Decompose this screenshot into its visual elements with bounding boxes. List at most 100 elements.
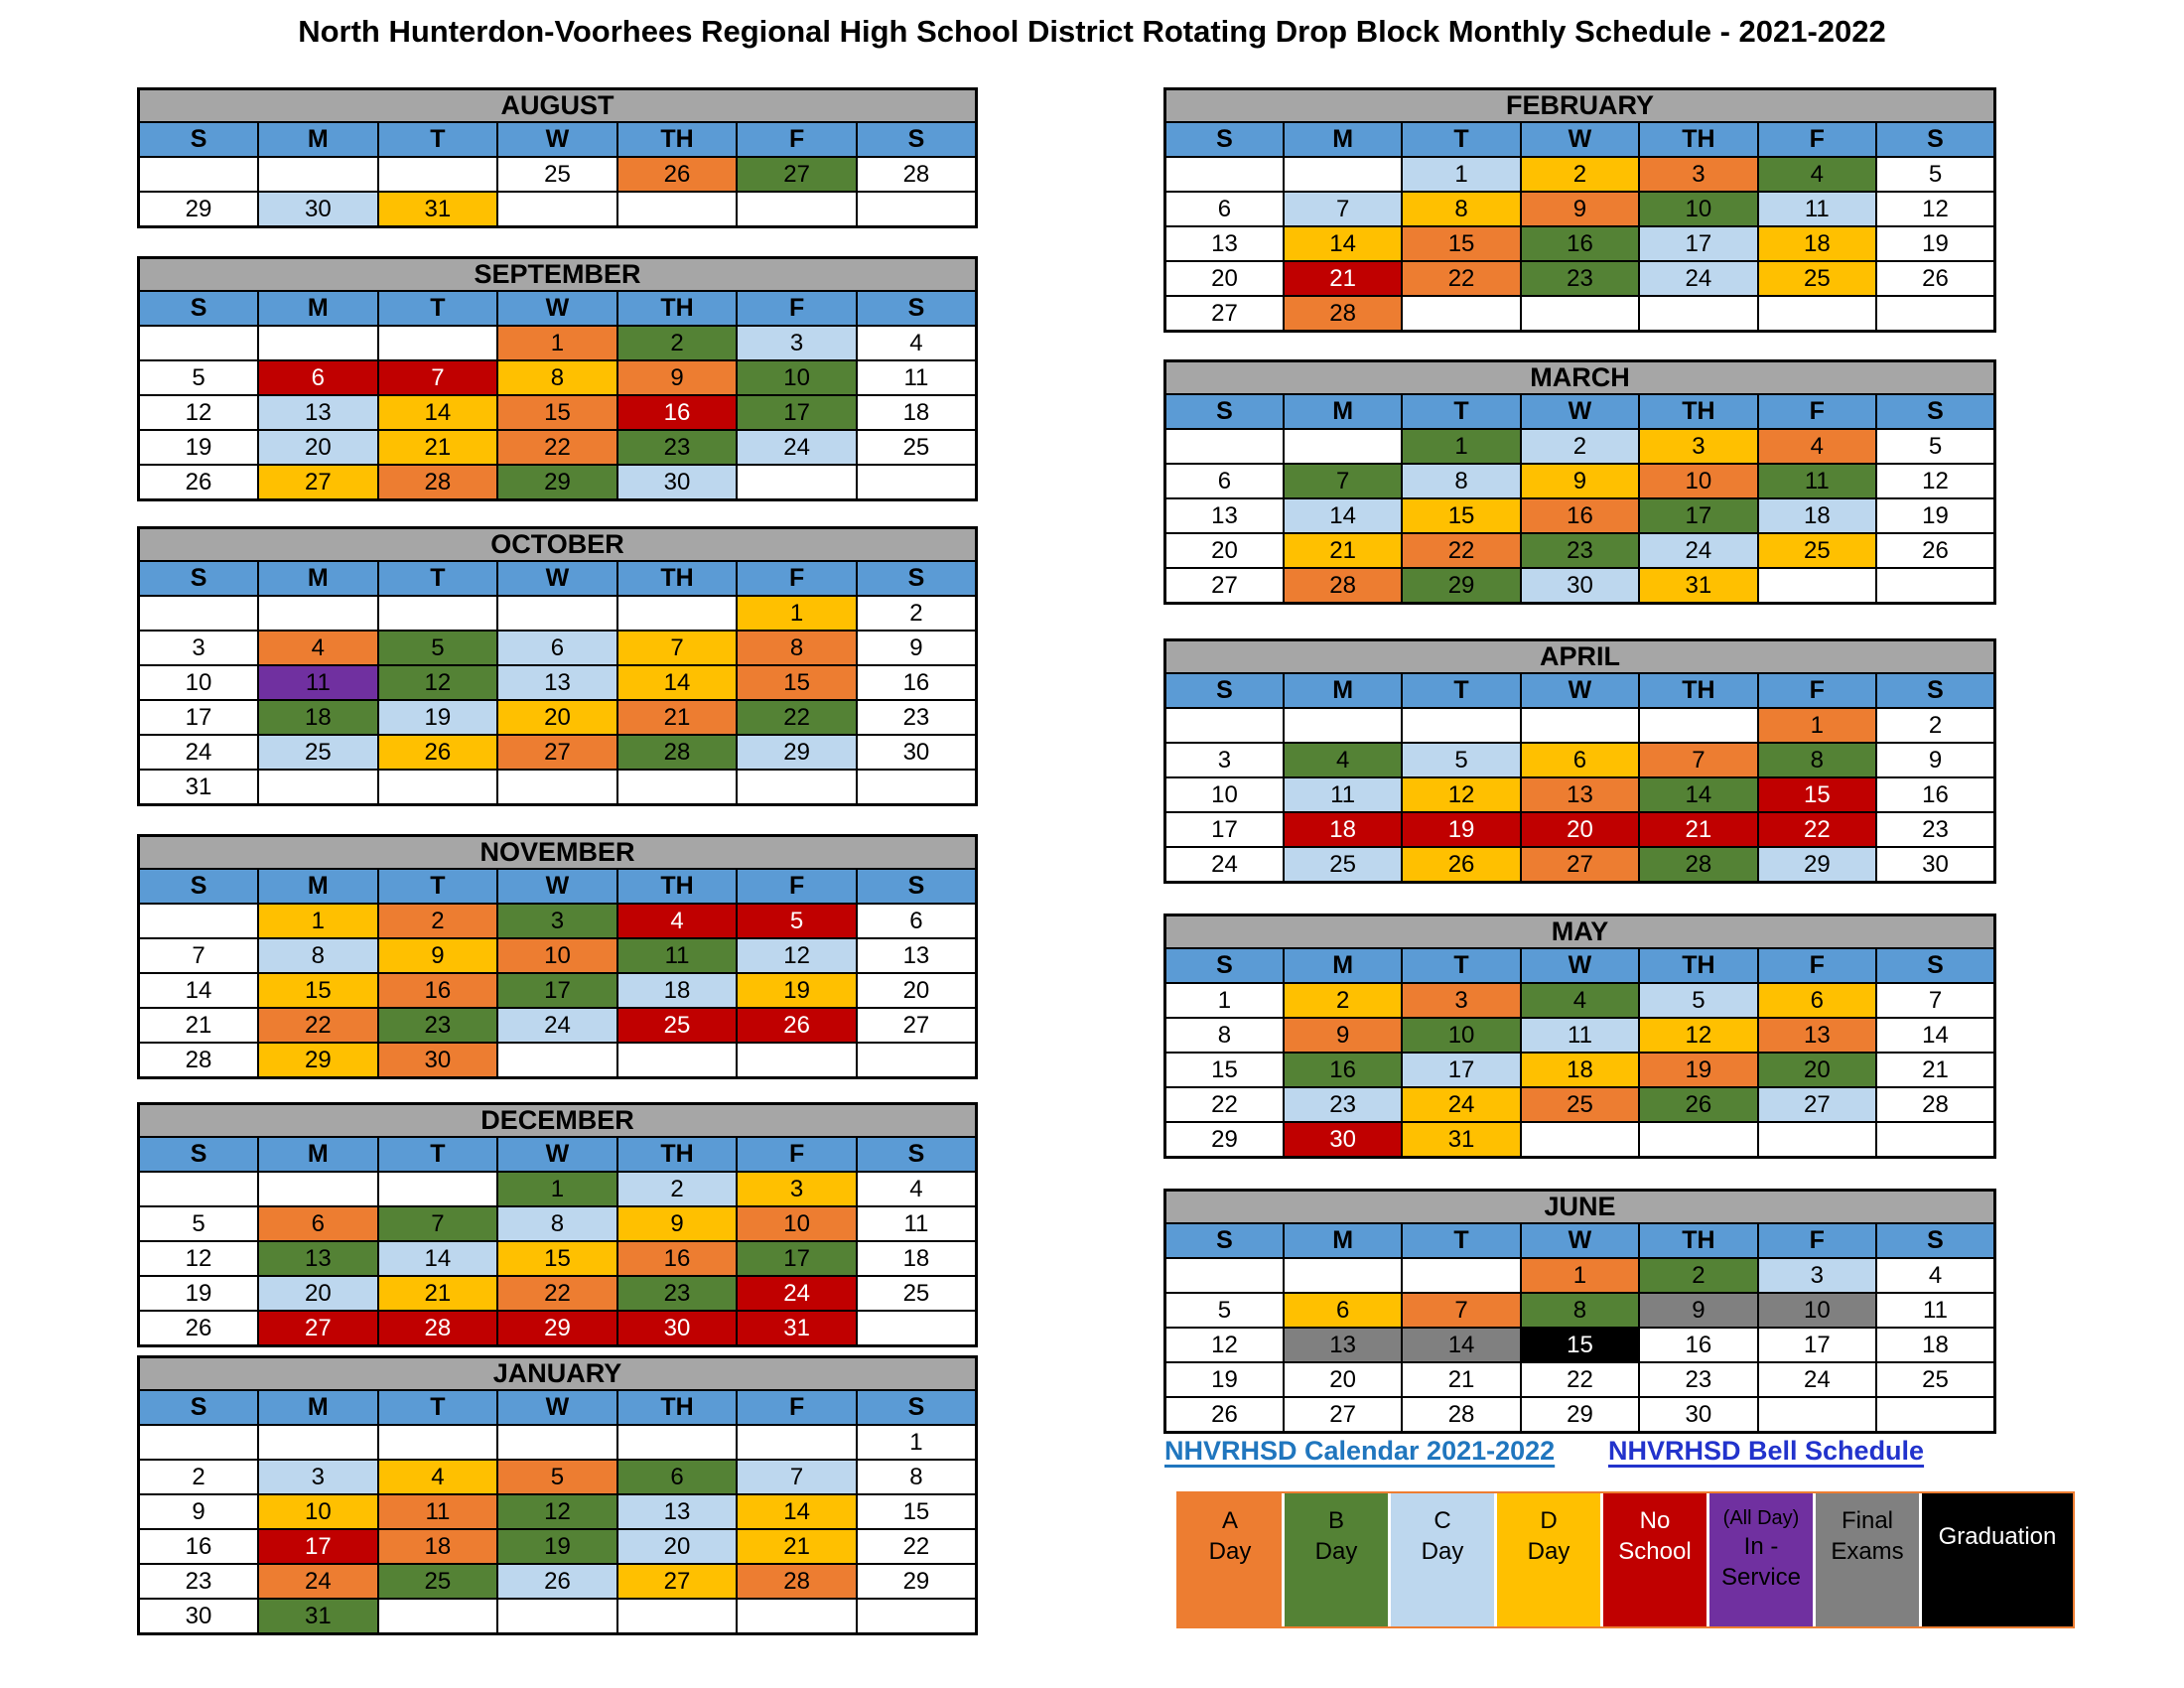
day-cell-march-24: 24 <box>1638 532 1759 569</box>
empty-cell <box>736 464 858 501</box>
day-cell-january-23: 23 <box>137 1563 260 1600</box>
weekday-header-cell: S <box>855 868 978 905</box>
empty-cell <box>736 1042 858 1079</box>
weekday-header-cell: S <box>855 1389 978 1426</box>
empty-cell <box>736 1424 858 1461</box>
day-cell-january-6: 6 <box>615 1459 739 1495</box>
day-cell-april-15: 15 <box>1756 776 1878 813</box>
day-cell-december-26: 26 <box>137 1310 260 1347</box>
day-cell-april-26: 26 <box>1401 846 1522 884</box>
day-cell-may-3: 3 <box>1401 982 1522 1019</box>
weekday-header-cell: W <box>1519 1222 1641 1259</box>
month-table-january: JANUARY S M T W TH F S 1 2 3 4 5 6 7 8 9 10 11 12 13 14 15 16 17… <box>137 1355 978 1635</box>
day-cell-november-24: 24 <box>496 1007 618 1044</box>
day-cell-april-30: 30 <box>1875 846 1996 884</box>
day-cell-april-2: 2 <box>1875 707 1996 744</box>
day-cell-october-5: 5 <box>376 630 499 666</box>
day-cell-october-4: 4 <box>257 630 379 666</box>
day-cell-june-8: 8 <box>1519 1292 1641 1329</box>
legend-item-d-day: D Day <box>1497 1493 1600 1626</box>
day-cell-august-31: 31 <box>376 191 499 228</box>
day-cell-february-17: 17 <box>1638 225 1759 262</box>
day-cell-may-17: 17 <box>1401 1052 1522 1088</box>
day-cell-december-3: 3 <box>736 1171 858 1207</box>
day-cell-september-18: 18 <box>855 394 978 431</box>
day-cell-november-3: 3 <box>496 903 618 939</box>
day-cell-february-20: 20 <box>1163 260 1285 297</box>
empty-cell <box>855 464 978 501</box>
day-cell-february-26: 26 <box>1875 260 1996 297</box>
empty-cell <box>1756 1121 1878 1159</box>
legend-item-label: Day <box>1208 1538 1252 1566</box>
weekday-header-cell: T <box>376 868 499 905</box>
day-cell-january-17: 17 <box>257 1528 379 1565</box>
day-cell-october-1: 1 <box>736 595 858 632</box>
day-cell-june-16: 16 <box>1638 1327 1759 1363</box>
day-cell-may-27: 27 <box>1756 1086 1878 1123</box>
day-cell-april-24: 24 <box>1163 846 1285 884</box>
legend-item-label: Final <box>1841 1507 1894 1534</box>
weekday-header-cell: S <box>1875 1222 1996 1259</box>
day-cell-january-26: 26 <box>496 1563 618 1600</box>
day-cell-november-11: 11 <box>615 937 739 974</box>
day-cell-march-17: 17 <box>1638 497 1759 534</box>
day-cell-june-27: 27 <box>1282 1396 1404 1434</box>
empty-cell <box>1163 428 1285 465</box>
empty-cell <box>1282 156 1404 193</box>
empty-cell <box>736 769 858 806</box>
day-cell-may-10: 10 <box>1401 1017 1522 1054</box>
day-cell-may-7: 7 <box>1875 982 1996 1019</box>
day-cell-may-29: 29 <box>1163 1121 1285 1159</box>
empty-cell <box>1163 156 1285 193</box>
day-cell-march-25: 25 <box>1756 532 1878 569</box>
day-cell-october-14: 14 <box>615 664 739 701</box>
day-cell-february-13: 13 <box>1163 225 1285 262</box>
weekday-header-cell: S <box>855 290 978 327</box>
weekday-header-cell: M <box>257 868 379 905</box>
day-cell-june-5: 5 <box>1163 1292 1285 1329</box>
day-cell-september-9: 9 <box>615 359 739 396</box>
day-cell-june-18: 18 <box>1875 1327 1996 1363</box>
empty-cell <box>1163 1257 1285 1294</box>
empty-cell <box>376 769 499 806</box>
day-cell-march-20: 20 <box>1163 532 1285 569</box>
calendar-link[interactable]: NHVRHSD Calendar 2021-2022 <box>1164 1436 1556 1466</box>
day-cell-september-1: 1 <box>496 325 618 361</box>
day-cell-may-14: 14 <box>1875 1017 1996 1054</box>
weekday-header-cell: S <box>1163 672 1285 709</box>
weekday-header-cell: S <box>1875 393 1996 430</box>
day-cell-september-5: 5 <box>137 359 260 396</box>
day-cell-december-10: 10 <box>736 1205 858 1242</box>
weekday-header-cell: S <box>137 290 260 327</box>
weekday-header-cell: F <box>1756 1222 1878 1259</box>
month-title-june: JUNE <box>1163 1189 1996 1224</box>
month-table-august: AUGUST S M T W TH F S 25 26 27 28 29 30 31 <box>137 87 978 228</box>
weekday-header-cell: T <box>1401 1222 1522 1259</box>
day-cell-october-24: 24 <box>137 734 260 771</box>
bell-schedule-link[interactable]: NHVRHSD Bell Schedule <box>1608 1436 1925 1466</box>
day-cell-june-21: 21 <box>1401 1361 1522 1398</box>
day-cell-january-11: 11 <box>376 1493 499 1530</box>
day-cell-march-27: 27 <box>1163 567 1285 605</box>
day-cell-january-10: 10 <box>257 1493 379 1530</box>
day-cell-september-23: 23 <box>615 429 739 466</box>
day-cell-april-20: 20 <box>1519 811 1641 848</box>
weekday-header-cell: S <box>855 560 978 597</box>
month-title-february: FEBRUARY <box>1163 87 1996 123</box>
day-cell-december-13: 13 <box>257 1240 379 1277</box>
day-cell-september-3: 3 <box>736 325 858 361</box>
empty-cell <box>496 595 618 632</box>
legend-item-a-day: A Day <box>1178 1493 1282 1626</box>
empty-cell <box>496 191 618 228</box>
day-cell-november-21: 21 <box>137 1007 260 1044</box>
empty-cell <box>376 595 499 632</box>
day-cell-february-4: 4 <box>1756 156 1878 193</box>
day-cell-march-28: 28 <box>1282 567 1404 605</box>
empty-cell <box>615 595 739 632</box>
empty-cell <box>615 191 739 228</box>
day-cell-january-12: 12 <box>496 1493 618 1530</box>
day-cell-october-28: 28 <box>615 734 739 771</box>
month-title-august: AUGUST <box>137 87 978 123</box>
day-cell-june-15: 15 <box>1519 1327 1641 1363</box>
